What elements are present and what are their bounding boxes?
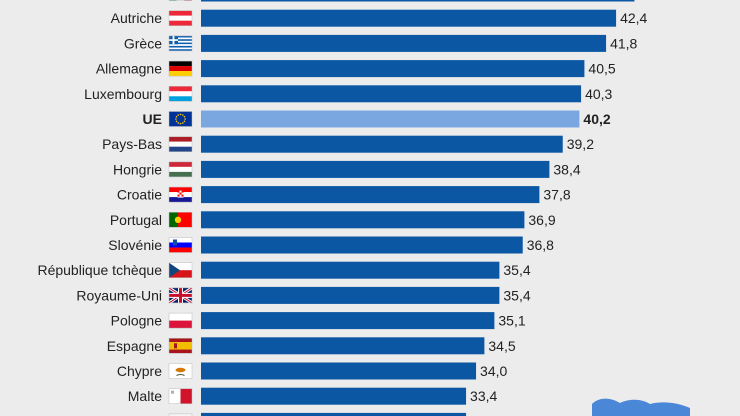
data-label: 39,2 xyxy=(567,136,594,152)
cyprus-flag-icon xyxy=(168,363,193,379)
category-label: Malte xyxy=(128,388,162,404)
data-label: 35,4 xyxy=(503,262,530,278)
malta-flag-icon xyxy=(168,388,193,404)
data-label: 34,5 xyxy=(488,338,515,354)
data-label: 40,3 xyxy=(585,86,612,102)
category-label: Portugal xyxy=(110,212,162,228)
category-label: Chypre xyxy=(117,363,162,379)
bar xyxy=(201,34,607,52)
spain-flag-icon xyxy=(168,338,193,354)
poland-flag-icon xyxy=(168,312,193,329)
bar xyxy=(201,9,617,27)
hungary-flag-icon xyxy=(168,161,193,178)
eu-flag-icon xyxy=(168,111,193,127)
data-label: 36,9 xyxy=(528,212,555,228)
category-label: UE xyxy=(143,111,162,127)
map-corner-decoration xyxy=(592,398,690,416)
category-label: Luxembourg xyxy=(84,86,162,102)
data-label: 35,4 xyxy=(503,287,530,303)
category-label: Espagne xyxy=(107,338,162,354)
row-pologne: Pologne 35,1 xyxy=(111,312,526,330)
bar xyxy=(201,312,495,330)
category-label: Grèce xyxy=(124,35,162,51)
row-r-publique-tch-que: République tchèque 35,4 xyxy=(37,261,531,279)
row-espagne: Espagne 34,5 xyxy=(107,337,516,355)
category-label: République tchèque xyxy=(37,262,162,278)
bar xyxy=(201,412,467,416)
row-hongrie: Hongrie 38,4 xyxy=(113,160,581,178)
row-autriche: Autriche 42,4 xyxy=(111,9,648,27)
uk-flag-icon xyxy=(168,286,193,305)
czechia-flag-icon xyxy=(168,262,193,278)
portugal-flag-icon xyxy=(168,212,193,228)
bar xyxy=(201,337,485,355)
bar xyxy=(201,60,585,78)
category-label: Hongrie xyxy=(113,161,162,177)
greece-flag-icon xyxy=(168,35,193,52)
slovenia-flag-icon xyxy=(168,237,193,253)
row-allemagne: Allemagne 40,5 xyxy=(96,60,616,78)
bar xyxy=(201,261,500,279)
data-label: 41,8 xyxy=(610,35,637,51)
bar xyxy=(201,362,477,380)
bar xyxy=(201,387,467,405)
bar xyxy=(201,236,523,254)
data-label: 35,1 xyxy=(498,313,525,329)
data-label: 37,8 xyxy=(543,187,570,203)
row-gr-ce: Grèce 41,8 xyxy=(124,34,638,52)
bar xyxy=(201,135,563,153)
category-label: Pologne xyxy=(111,313,163,329)
category-label: Slovénie xyxy=(108,237,162,253)
luxembourg-flag-icon xyxy=(168,86,193,102)
row-slov-nie: Slovénie 36,8 xyxy=(108,236,554,254)
bar xyxy=(201,0,635,2)
row-royaume-uni: Royaume-Uni 35,4 xyxy=(76,286,531,305)
croatia-flag-icon xyxy=(168,186,193,203)
data-label: 34,0 xyxy=(480,363,507,379)
italy-flag-icon xyxy=(168,0,193,1)
netherlands-flag-icon xyxy=(168,136,193,152)
bar xyxy=(201,160,550,178)
bar xyxy=(201,186,540,204)
data-label: 42,4 xyxy=(620,10,647,26)
row-partial-0 xyxy=(168,0,635,2)
bar xyxy=(201,286,500,304)
row-partial-17 xyxy=(168,412,467,416)
row-luxembourg: Luxembourg 40,3 xyxy=(84,85,613,103)
category-label: Autriche xyxy=(111,10,163,26)
category-label: Allemagne xyxy=(96,61,162,77)
category-label: Royaume-Uni xyxy=(76,287,162,303)
row-portugal: Portugal 36,9 xyxy=(110,211,556,229)
row-pays-bas: Pays-Bas 39,2 xyxy=(102,135,594,153)
row-croatie: Croatie 37,8 xyxy=(117,186,571,204)
data-label: 33,4 xyxy=(470,388,497,404)
austria-flag-icon xyxy=(168,10,193,26)
row-chypre: Chypre 34,0 xyxy=(117,362,508,380)
map-shape xyxy=(592,398,690,416)
germany-flag-icon xyxy=(168,60,193,77)
row-ue: UE 40,2 xyxy=(143,110,611,128)
row-malte: Malte 33,4 xyxy=(128,387,498,405)
unknown-flag-icon xyxy=(168,413,193,416)
bar xyxy=(201,211,525,229)
category-label: Croatie xyxy=(117,187,162,203)
data-label: 40,2 xyxy=(583,111,610,127)
bar xyxy=(201,110,580,128)
data-label: 38,4 xyxy=(553,161,580,177)
data-label: 40,5 xyxy=(588,61,615,77)
category-label: Pays-Bas xyxy=(102,136,162,152)
data-label: 36,8 xyxy=(527,237,554,253)
bar xyxy=(201,85,582,103)
